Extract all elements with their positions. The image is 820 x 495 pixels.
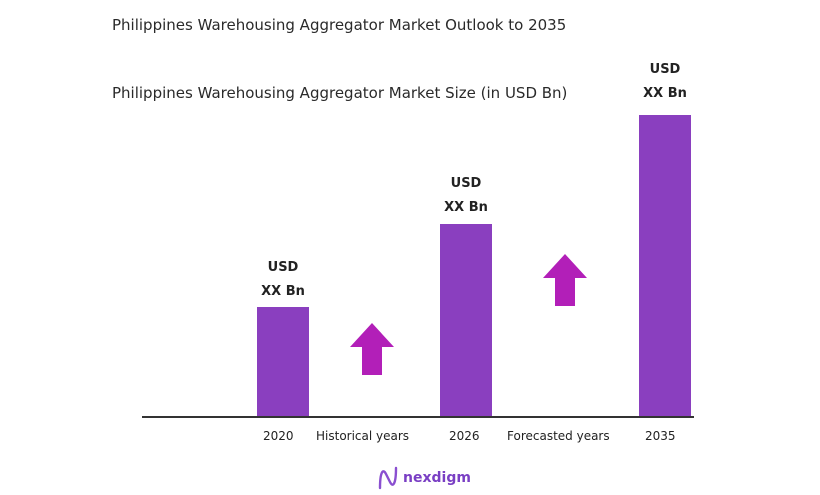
x-tick-2026: 2026 (449, 429, 480, 443)
value-label-amount: XX Bn (444, 200, 488, 215)
bar-2035-label: USD XX Bn (620, 58, 710, 106)
value-label-amount: XX Bn (261, 284, 305, 299)
value-label-amount: XX Bn (643, 86, 687, 101)
brand-logo: nexdigm (377, 466, 471, 490)
up-arrow-icon (350, 323, 394, 375)
nexdigm-logo-icon (378, 466, 398, 490)
value-label-currency: USD (267, 260, 299, 275)
value-label-currency: USD (450, 176, 482, 191)
up-arrow-icon (543, 254, 587, 306)
bar-2026-label: USD XX Bn (421, 172, 511, 220)
segment-label-forecasted: Forecasted years (507, 429, 610, 443)
bar-2020-label: USD XX Bn (238, 256, 328, 304)
x-axis-line (142, 416, 694, 418)
bar-2026 (440, 224, 492, 417)
brand-name: nexdigm (403, 470, 471, 486)
bar-2035 (639, 115, 691, 417)
bar-2020 (257, 307, 309, 417)
x-tick-2035: 2035 (645, 429, 676, 443)
segment-label-historical: Historical years (316, 429, 410, 443)
value-label-currency: USD (649, 62, 681, 77)
chart-subtitle: Philippines Warehousing Aggregator Marke… (112, 84, 568, 102)
x-tick-2020: 2020 (263, 429, 294, 443)
chart-title: Philippines Warehousing Aggregator Marke… (112, 16, 567, 34)
